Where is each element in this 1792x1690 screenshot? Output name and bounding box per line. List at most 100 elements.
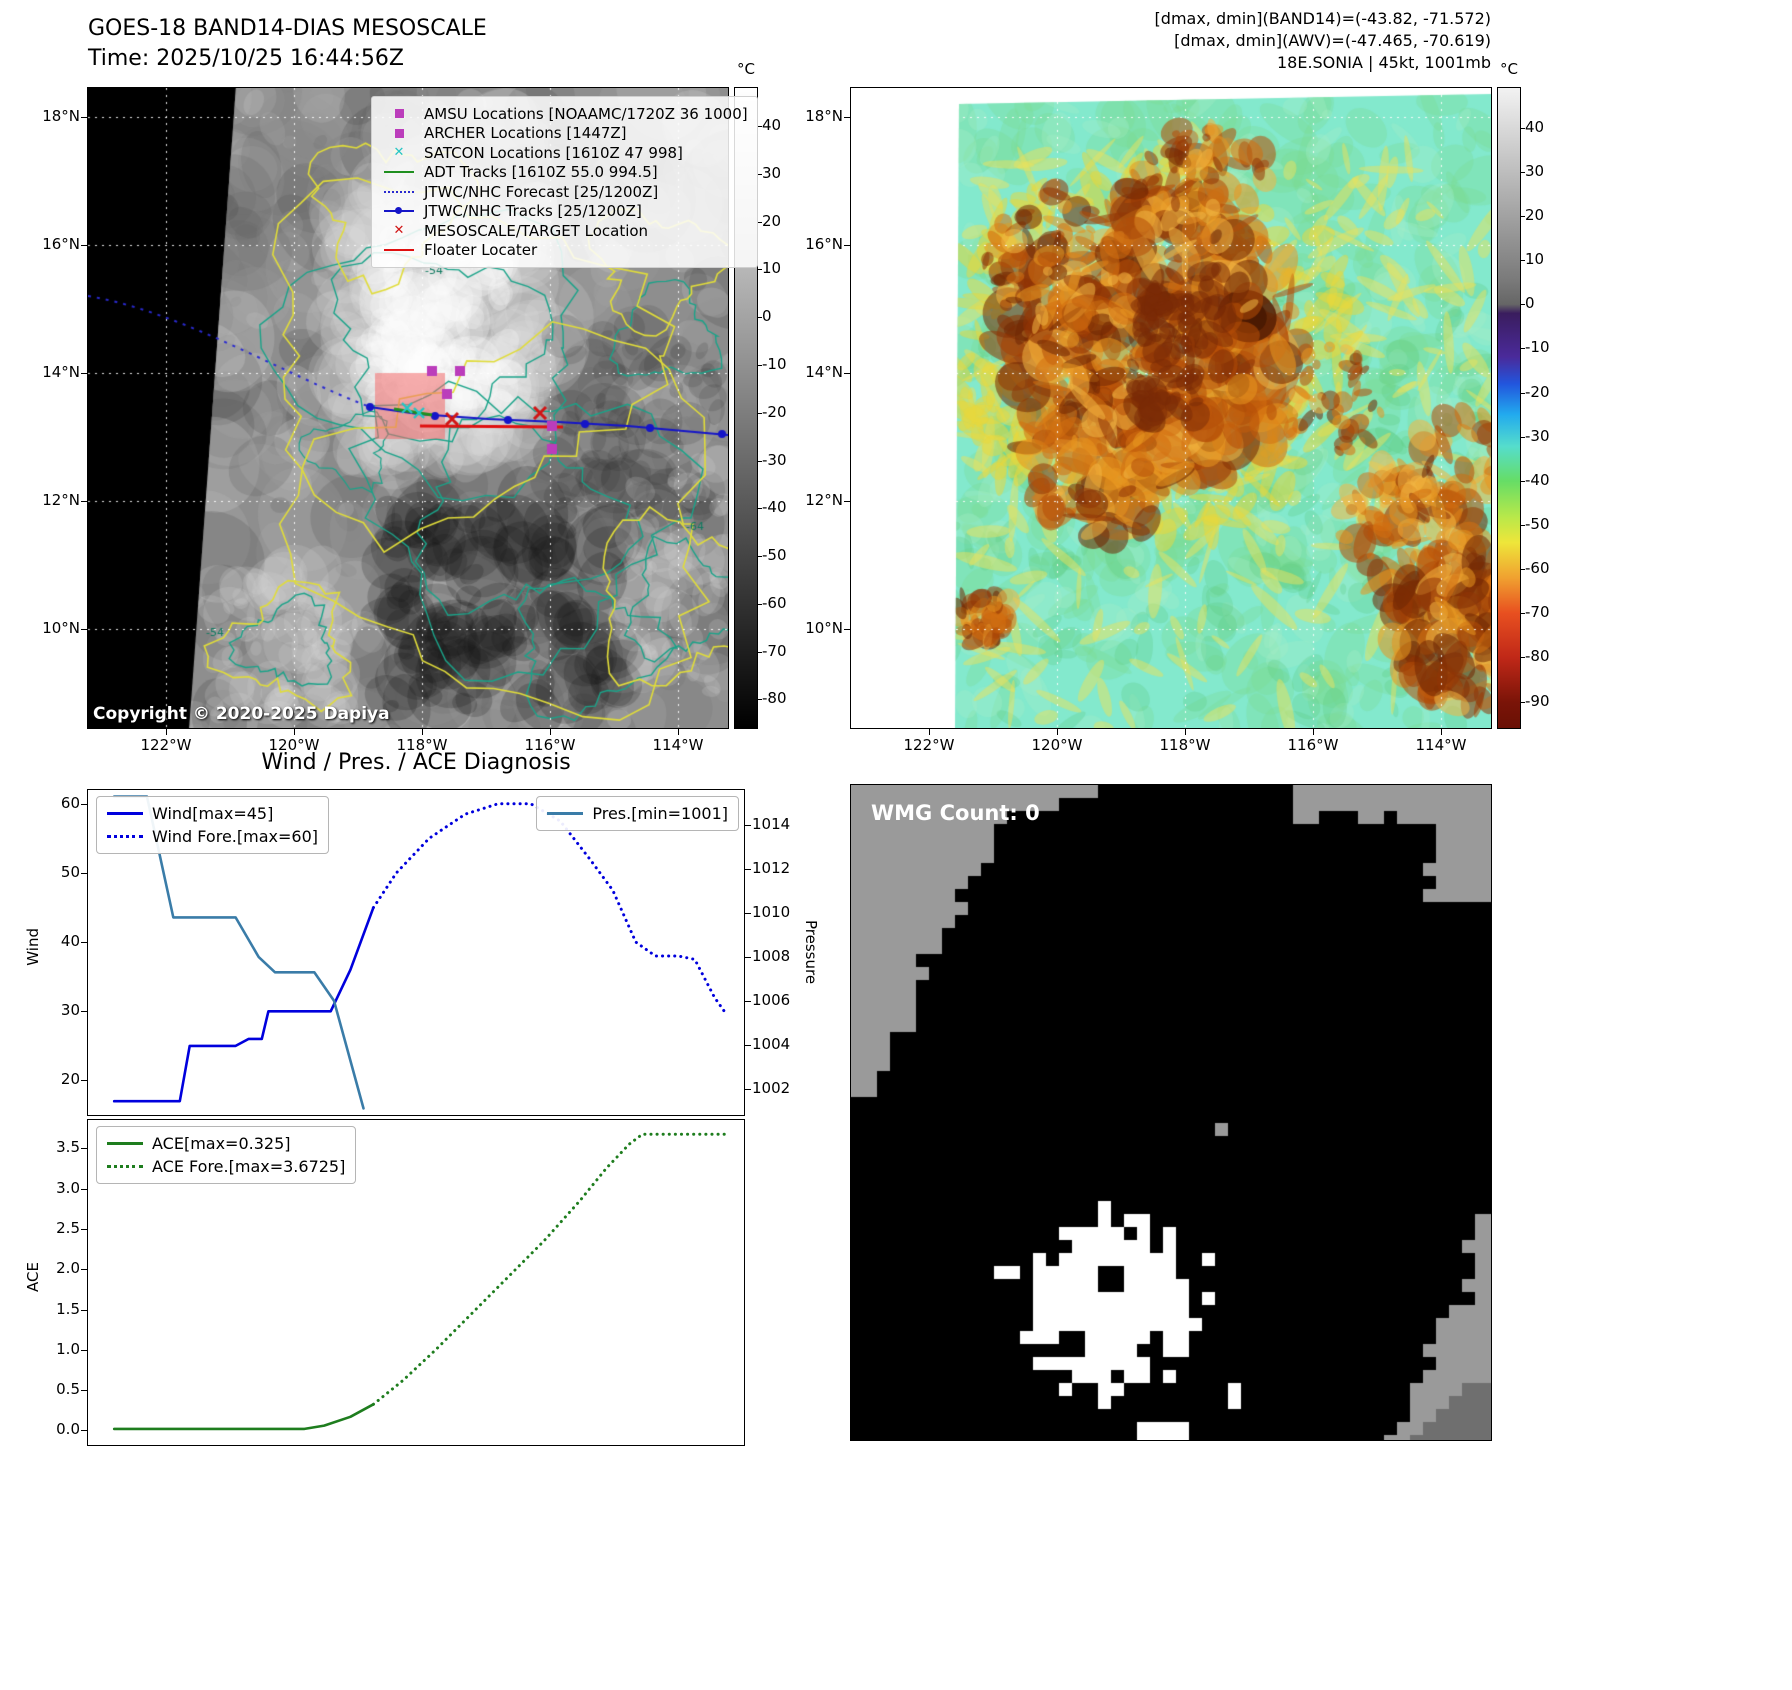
y-tick-mark	[81, 1011, 87, 1013]
lon-tick-label: 116°W	[524, 736, 576, 754]
line-marker-icon	[381, 171, 417, 174]
lat-tick-label: 12°N	[805, 491, 843, 509]
series-line-ace-max-0-325-	[112, 1402, 375, 1431]
colorbar-tick-label: -50	[1525, 514, 1550, 533]
awv-colorbar	[1497, 87, 1521, 729]
dotted-marker-icon	[381, 190, 417, 193]
legend-item-label: JTWC/NHC Forecast [25/1200Z]	[424, 182, 659, 201]
legend-item: ✕ SATCON Locations [1610Z 47 998]	[381, 143, 748, 163]
band14-title-line2: Time: 2025/10/25 16:44:56Z	[88, 46, 404, 71]
colorbar-tick-mark	[757, 365, 762, 366]
x-marker-icon: ✕	[393, 145, 405, 161]
square-marker-icon	[381, 109, 417, 119]
lon-tick-label: 114°W	[652, 736, 704, 754]
y-tick-mark	[81, 803, 87, 805]
colorbar-tick-label: -40	[762, 498, 787, 517]
lon-tick-mark	[1057, 729, 1058, 735]
y-tick-mark	[81, 942, 87, 944]
colorbar-tick-mark	[757, 603, 762, 605]
series-line-wind-max-45-	[112, 906, 375, 1103]
colorbar-tick-label: 20	[1525, 206, 1545, 224]
colorbar-tick-mark	[1520, 569, 1525, 571]
solid-line-sample-icon	[107, 1142, 143, 1145]
dotted-line-sample-icon	[107, 1165, 143, 1168]
copyright-text: Copyright © 2020-2025 Dapiya	[93, 704, 390, 724]
chart-legend-label: ACE[max=0.325]	[152, 1134, 291, 1153]
colorbar-tick-mark	[757, 173, 762, 175]
legend-item-label: AMSU Locations [NOAAMC/1720Z 36 1000]	[424, 104, 748, 123]
lat-tick-mark	[844, 373, 850, 374]
colorbar-tick-mark	[757, 412, 762, 414]
y-tick-mark	[81, 1228, 87, 1230]
lon-tick-label: 120°W	[268, 736, 320, 754]
colorbar-tick-label: 40	[762, 116, 782, 135]
y-tick-label: 30	[60, 1001, 80, 1020]
wmg-count-label: WMG Count: 0	[871, 801, 1040, 825]
y-tick-label: 2.5	[56, 1218, 80, 1237]
y-tick-mark-right	[745, 869, 751, 871]
legend-item-label: Floater Locater	[424, 241, 538, 260]
lon-tick-label: 122°W	[140, 736, 192, 754]
colorbar-tick-label: 30	[1525, 161, 1545, 180]
legend-item: Floater Locater	[381, 241, 748, 261]
colorbar-tick-mark	[757, 508, 762, 510]
lat-tick-mark	[81, 501, 87, 502]
band14-colorbar-unit: °C	[737, 60, 755, 78]
band14-title: GOES-18 BAND14-DIAS MESOSCALE Time: 2025…	[88, 14, 487, 74]
y-tick-label: 50	[60, 862, 80, 881]
colorbar-tick-label: 0	[762, 307, 772, 326]
lat-tick-label: 14°N	[42, 363, 80, 381]
series-line-ace-fore-max-3-6725-	[371, 1132, 726, 1406]
chart-legend-item: ACE Fore.[max=3.6725]	[107, 1155, 345, 1178]
lon-tick-mark	[422, 729, 423, 735]
legend-item-label: ADT Tracks [1610Z 55.0 994.5]	[424, 163, 658, 182]
lat-tick-mark	[844, 501, 850, 502]
colorbar-tick-label: 20	[762, 211, 782, 230]
line-marker-icon	[381, 249, 417, 252]
chart-legend: Wind[max=45] Wind Fore.[max=60]	[96, 796, 329, 854]
y-tick-label: 1.0	[56, 1339, 80, 1358]
colorbar-tick-mark	[757, 221, 762, 223]
lat-tick-label: 10°N	[42, 619, 80, 637]
colorbar-tick-label: -70	[1525, 603, 1550, 622]
lat-tick-mark	[81, 629, 87, 630]
y-tick-mark	[81, 1430, 87, 1432]
colorbar-tick-label: -10	[762, 355, 787, 373]
colorbar-tick-label: -30	[762, 450, 787, 469]
colorbar-tick-label: -80	[762, 689, 787, 708]
ace-chart: ACE[max=0.325] ACE Fore.[max=3.6725]	[87, 1119, 745, 1446]
legend-item: ADT Tracks [1610Z 55.0 994.5]	[381, 163, 748, 183]
awv-title-line1: [dmax, dmin](BAND14)=(-43.82, -71.572)	[1154, 9, 1491, 28]
x-marker-icon: ✕	[393, 223, 405, 239]
y-tick-label-right: 1006	[752, 990, 791, 1009]
lon-tick-label: 116°W	[1287, 736, 1339, 754]
y-tick-label: 60	[60, 793, 80, 812]
dotted-line-sample-icon	[107, 835, 143, 838]
colorbar-tick-mark	[1520, 436, 1525, 438]
awv-map	[850, 87, 1492, 729]
y-tick-label-right: 1014	[752, 815, 791, 834]
colorbar-tick-mark	[757, 651, 762, 653]
colorbar-tick-label: -30	[1525, 426, 1550, 445]
colorbar-tick-label: 10	[1525, 250, 1545, 269]
y-tick-label: 20	[60, 1070, 80, 1089]
colorbar-tick-mark	[1520, 171, 1525, 173]
chart-legend: ACE[max=0.325] ACE Fore.[max=3.6725]	[96, 1126, 357, 1184]
chart-legend-item: Pres.[min=1001]	[547, 802, 728, 825]
awv-satellite-image	[851, 88, 1491, 728]
series-line-wind-fore-max-60-	[371, 802, 726, 1013]
lat-tick-label: 14°N	[805, 363, 843, 381]
colorbar-tick-mark	[1520, 260, 1525, 262]
y-tick-mark	[81, 1309, 87, 1311]
colorbar-tick-mark	[1520, 701, 1525, 703]
band14-map: AMSU Locations [NOAAMC/1720Z 36 1000] ARC…	[87, 87, 758, 729]
legend-item-label: SATCON Locations [1610Z 47 998]	[424, 143, 683, 162]
square-marker-icon	[381, 128, 417, 138]
colorbar-tick-label: -10	[1525, 338, 1550, 357]
y-tick-mark	[81, 1148, 87, 1150]
lat-tick-label: 18°N	[42, 107, 80, 125]
lat-tick-label: 18°N	[805, 107, 843, 125]
legend-item: JTWC/NHC Tracks [25/1200Z]	[381, 202, 748, 222]
colorbar-tick-mark	[757, 269, 762, 271]
chart-legend-item: Wind Fore.[max=60]	[107, 825, 318, 848]
